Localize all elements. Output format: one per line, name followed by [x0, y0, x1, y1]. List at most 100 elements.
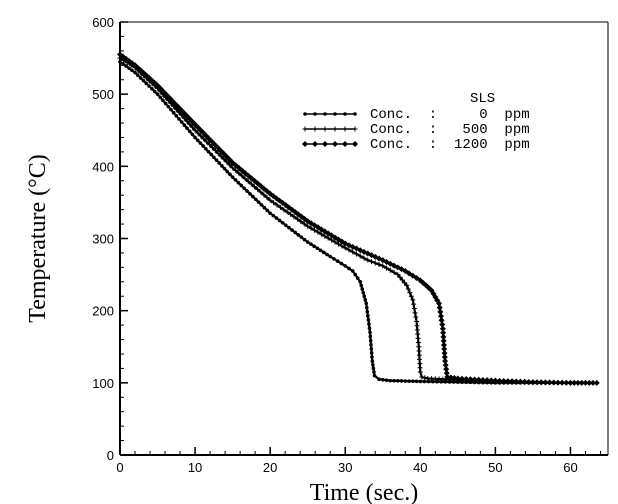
data-point	[416, 352, 422, 358]
data-point	[259, 203, 264, 207]
data-point	[318, 248, 323, 253]
data-point	[318, 231, 324, 237]
data-point	[224, 159, 230, 165]
data-point	[444, 374, 451, 381]
data-point	[574, 379, 581, 386]
data-point	[169, 107, 173, 112]
data-point	[500, 377, 507, 384]
data-point	[284, 209, 290, 215]
data-point	[268, 211, 272, 216]
data-point	[437, 313, 444, 320]
data-point	[150, 86, 154, 91]
data-point	[296, 233, 301, 237]
data-point	[309, 242, 313, 246]
data-point	[582, 379, 589, 386]
data-point	[281, 207, 287, 213]
legend-swatch-marker	[352, 141, 358, 147]
data-point	[294, 216, 300, 222]
data-point	[163, 101, 168, 106]
data-point	[204, 147, 208, 151]
data-point	[187, 121, 193, 127]
data-point	[415, 335, 421, 341]
data-point	[408, 293, 414, 299]
data-point	[578, 379, 585, 386]
data-point	[411, 301, 417, 307]
data-point	[463, 375, 470, 382]
series-line	[119, 53, 597, 384]
data-point	[209, 145, 215, 151]
data-point	[252, 184, 258, 190]
data-point	[174, 114, 179, 118]
data-point	[242, 176, 248, 182]
data-point	[215, 150, 221, 156]
y-tick-label: 600	[92, 15, 114, 30]
data-point	[409, 272, 416, 279]
legend-title: SLS	[470, 91, 495, 107]
data-point	[440, 341, 447, 348]
data-point	[353, 251, 359, 257]
data-point	[525, 378, 532, 385]
data-point	[290, 228, 294, 232]
x-tick-label: 50	[488, 460, 502, 475]
data-point	[195, 138, 200, 143]
legend-swatch-marker	[322, 141, 328, 147]
data-point	[372, 373, 377, 378]
data-point	[332, 257, 336, 261]
data-point	[227, 162, 233, 168]
data-point	[454, 375, 461, 382]
data-point	[233, 178, 238, 182]
data-point	[248, 181, 254, 187]
data-point	[365, 257, 371, 263]
legend-swatch-marker	[312, 126, 318, 132]
data-point	[438, 317, 445, 324]
data-point	[194, 124, 201, 131]
data-point	[439, 325, 446, 332]
data-point	[267, 197, 273, 203]
data-point	[305, 223, 311, 229]
data-point	[198, 141, 203, 145]
data-point	[415, 340, 421, 346]
data-point	[312, 244, 316, 249]
data-point	[411, 306, 417, 312]
data-point	[335, 259, 340, 264]
legend-swatch-marker	[302, 126, 308, 132]
x-tick-label: 30	[338, 460, 352, 475]
data-point	[413, 275, 420, 282]
data-point	[355, 276, 360, 280]
data-point	[399, 277, 405, 283]
data-point	[440, 337, 447, 344]
data-point	[255, 186, 261, 192]
data-point	[391, 269, 397, 275]
data-point	[529, 379, 536, 386]
data-point	[406, 270, 413, 277]
x-tick-label: 40	[413, 460, 427, 475]
data-point	[287, 225, 291, 230]
data-point	[136, 73, 140, 78]
data-point	[361, 290, 366, 295]
data-point	[440, 333, 447, 340]
data-point	[271, 200, 277, 206]
data-point	[271, 213, 276, 218]
data-point	[171, 110, 176, 115]
series-1	[117, 55, 600, 386]
data-point	[179, 120, 184, 124]
data-point	[388, 378, 393, 383]
data-point	[265, 208, 270, 213]
data-point	[440, 329, 447, 336]
data-point	[251, 194, 255, 199]
data-point	[413, 314, 419, 320]
data-point	[414, 323, 420, 329]
data-point	[190, 132, 195, 137]
data-point	[414, 318, 420, 324]
y-tick-label: 200	[92, 304, 114, 319]
data-point	[402, 267, 409, 274]
data-point	[184, 118, 190, 124]
data-point	[274, 216, 279, 220]
data-point	[277, 218, 282, 223]
data-point	[538, 379, 545, 386]
data-point	[442, 362, 449, 369]
data-point	[217, 161, 222, 165]
